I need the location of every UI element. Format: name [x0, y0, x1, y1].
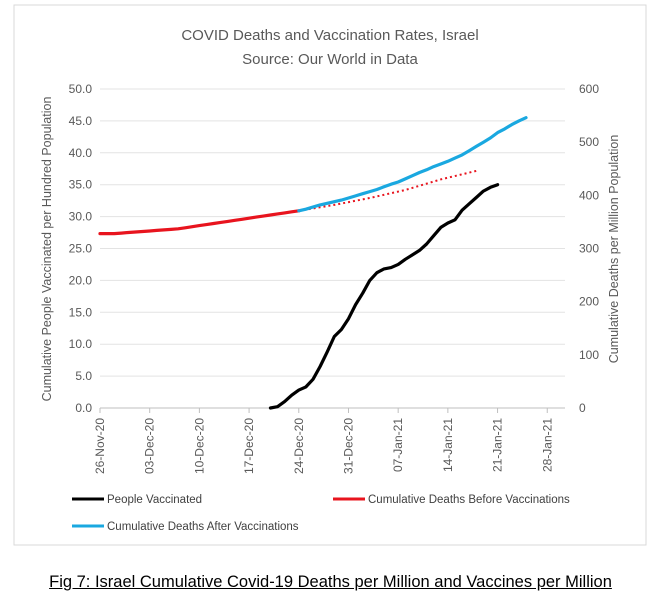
series-layer: [98, 116, 528, 410]
series-line-cumulative-deaths-after-vaccinations: [297, 116, 528, 213]
y-left-tick-label: 35.0: [69, 178, 93, 192]
x-tick-label: 24-Dec-20: [292, 418, 306, 474]
y-right-ticks: 0 100 200 300 400 500 600: [579, 82, 599, 415]
y-right-tick-label: 200: [579, 295, 599, 309]
x-tick-label: 03-Dec-20: [143, 418, 157, 474]
x-tick-label: 17-Dec-20: [242, 418, 256, 474]
x-tick-label: 21-Jan-21: [491, 418, 505, 472]
legend-label-deaths-after: Cumulative Deaths After Vaccinations: [107, 521, 299, 533]
y-left-tick-label: 25.0: [69, 242, 93, 256]
series-line-cumulative-deaths-before-vaccinations: [98, 209, 301, 236]
series-line-cumulative-deaths-before-vaccinations-trend: [298, 169, 477, 212]
y-right-tick-label: 500: [579, 135, 599, 149]
gridlines: [100, 88, 565, 377]
y-right-tick-label: 300: [579, 242, 599, 256]
x-tick-label: 10-Dec-20: [192, 418, 206, 474]
figure-caption: Fig 7: Israel Cumulative Covid-19 Deaths…: [49, 573, 612, 591]
y-left-tick-label: 30.0: [69, 210, 93, 224]
y-right-axis-label: Cumulative Deaths per Million Population: [607, 135, 621, 364]
series-line-people-vaccinated: [268, 183, 500, 410]
legend-label-people-vaccinated: People Vaccinated: [107, 494, 202, 506]
y-right-tick-label: 400: [579, 188, 599, 202]
x-tick-label: 07-Jan-21: [391, 418, 405, 472]
y-right-tick-label: 0: [579, 401, 586, 415]
x-tick-label: 31-Dec-20: [341, 418, 355, 474]
chart-title: COVID Deaths and Vaccination Rates, Isra…: [181, 27, 478, 44]
y-left-tick-label: 40.0: [69, 146, 93, 160]
y-left-axis-label: Cumulative People Vaccinated per Hundred…: [40, 97, 54, 402]
x-tick-label: 28-Jan-21: [540, 418, 554, 472]
y-left-tick-label: 0.0: [75, 401, 92, 415]
chart-border: [13, 4, 647, 546]
legend-label-deaths-before: Cumulative Deaths Before Vaccinations: [368, 494, 570, 506]
y-left-tick-label: 45.0: [69, 114, 93, 128]
chart-subtitle: Source: Our World in Data: [242, 51, 418, 68]
y-left-tick-label: 50.0: [69, 82, 93, 96]
y-left-ticks: 0.0 5.0 10.0 15.0 20.0 25.0 30.0 35.0 40.0 45.0 50…: [69, 82, 93, 415]
y-right-tick-label: 600: [579, 82, 599, 96]
y-left-tick-label: 20.0: [69, 273, 93, 287]
y-right-tick-label: 100: [579, 348, 599, 362]
x-tick-label: 14-Jan-21: [441, 418, 455, 472]
x-tick-label: 26-Nov-20: [93, 418, 107, 474]
y-left-tick-label: 10.0: [69, 337, 93, 351]
legend: People Vaccinated Cumulative Deaths Befo…: [72, 494, 570, 533]
y-left-tick-label: 5.0: [75, 369, 92, 383]
x-ticks: 26-Nov-20 03-Dec-20 10-Dec-20 17-Dec-20 24-D…: [93, 408, 554, 474]
y-left-tick-label: 15.0: [69, 305, 93, 319]
